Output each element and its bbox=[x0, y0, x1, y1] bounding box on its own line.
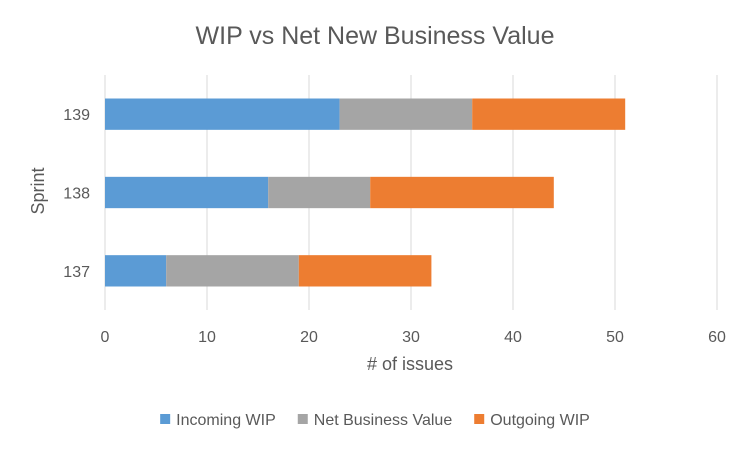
bar-1-sprint-138 bbox=[105, 176, 269, 209]
chart-title: WIP vs Net New Business Value bbox=[196, 22, 555, 50]
y-axis-label: Sprint bbox=[28, 167, 48, 214]
legend: Incoming WIP Net Business Value Outgoing W… bbox=[160, 412, 590, 429]
legend-label: Net Business Value bbox=[314, 412, 453, 429]
bar-3-sprint-139 bbox=[472, 98, 626, 130]
y-tick-label: 137 bbox=[63, 264, 90, 281]
x-tick-label: 0 bbox=[101, 329, 110, 346]
legend-label: Incoming WIP bbox=[176, 412, 276, 429]
bar-2-sprint-139 bbox=[339, 98, 473, 130]
x-tick-label: 30 bbox=[402, 329, 420, 346]
legend-swatch bbox=[474, 414, 485, 424]
bar-1-sprint-137 bbox=[105, 255, 167, 287]
x-tick-label: 10 bbox=[198, 329, 216, 346]
bar-2-sprint-137 bbox=[166, 255, 299, 287]
bar-2-sprint-138 bbox=[268, 176, 371, 209]
legend-label: Outgoing WIP bbox=[490, 412, 590, 429]
x-tick-label: 50 bbox=[606, 329, 624, 346]
x-tick-label: 60 bbox=[708, 329, 726, 346]
bars bbox=[105, 98, 626, 287]
legend-swatch bbox=[160, 414, 171, 424]
x-tick-label: 40 bbox=[504, 329, 522, 346]
y-tick-labels: 137 138 139 bbox=[63, 107, 90, 281]
legend-swatch bbox=[297, 414, 308, 424]
bar-3-sprint-138 bbox=[370, 176, 554, 209]
bar-3-sprint-137 bbox=[298, 255, 432, 287]
y-tick-label: 139 bbox=[63, 107, 90, 124]
y-tick-label: 138 bbox=[63, 186, 90, 203]
x-tick-label: 20 bbox=[300, 329, 318, 346]
bar-1-sprint-139 bbox=[105, 98, 340, 130]
x-tick-labels: 0 10 20 30 40 50 60 bbox=[101, 329, 726, 346]
x-axis-label: # of issues bbox=[367, 354, 453, 374]
